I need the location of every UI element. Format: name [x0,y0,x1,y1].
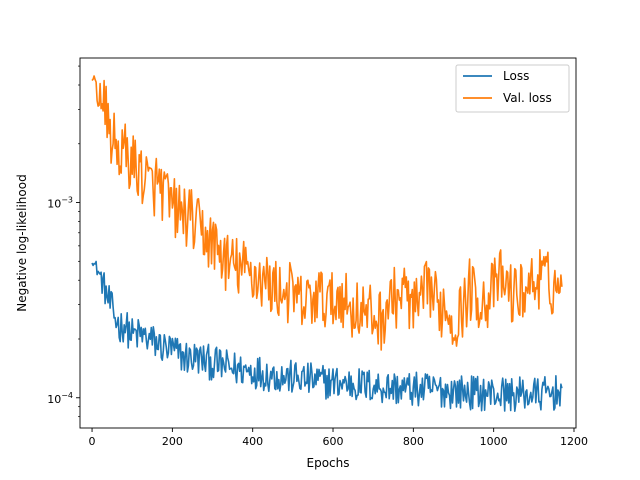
legend-label-loss: Loss [503,69,529,83]
y-tick-label: 10−3 [47,196,73,211]
x-tick-label: 400 [242,435,263,448]
x-tick-label: 200 [162,435,183,448]
x-tick-label: 1200 [560,435,588,448]
series-layer [91,75,563,413]
x-axis-label: Epochs [307,456,350,470]
series-line-loss [91,260,563,413]
y-axis: 10−4 10−3 [47,65,80,418]
axes-frame [79,57,577,429]
x-tick-label: 800 [403,435,424,448]
legend-label-val-loss: Val. loss [503,91,552,105]
x-tick-label: 600 [323,435,344,448]
x-tick-label: 0 [89,435,96,448]
series-line-val-loss [91,75,563,351]
x-axis: 0 200 400 600 800 1000 1200 [89,428,588,448]
y-axis-label: Negative log-likelihood [15,174,29,311]
legend: Loss Val. loss [455,64,570,113]
x-tick-label: 1000 [480,435,508,448]
y-tick-label: 10−4 [47,391,73,406]
